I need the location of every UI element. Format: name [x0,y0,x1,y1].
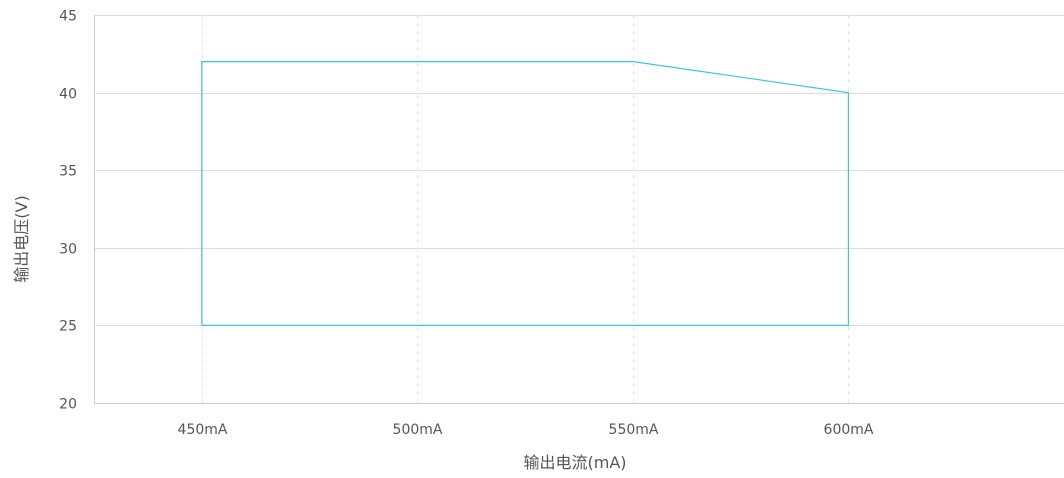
y-tick-label: 35 [59,164,77,180]
y-axis-title: 输出电压(V) [12,195,31,282]
y-tick-label: 30 [59,242,77,258]
x-tick-label: 550mA [609,422,659,438]
x-tick-label: 500mA [393,422,443,438]
axes [94,15,1064,404]
x-axis-title: 输出电流(mA) [523,453,626,472]
tick-labels: 20 25 30 35 40 45 450mA 500mA 550mA 600mA [59,9,874,439]
y-tick-label: 25 [59,319,77,335]
series-line [201,60,850,326]
series [201,60,850,326]
x-tick-label: 600mA [824,422,874,438]
y-tick-label: 20 [59,397,77,413]
grid [94,15,1064,403]
y-tick-label: 45 [59,9,77,25]
x-tick-label: 450mA [178,422,228,438]
y-tick-label: 40 [59,87,77,103]
